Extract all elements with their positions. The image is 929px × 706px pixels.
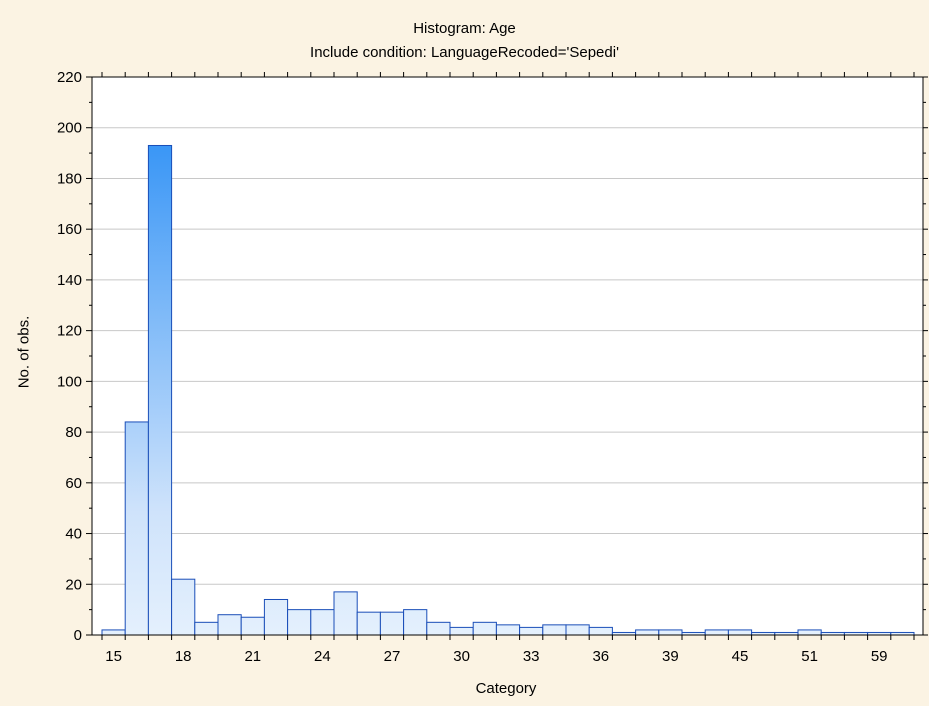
x-tick-label: 30 <box>453 648 470 665</box>
histogram-bar <box>263 598 289 636</box>
histogram-bar <box>379 611 405 636</box>
x-tick-label: 27 <box>384 648 401 665</box>
histogram-bar <box>635 629 660 636</box>
y-tick-label: 60 <box>65 475 82 492</box>
x-tick-label: 24 <box>314 648 331 665</box>
chart-subtitle: Include condition: LanguageRecoded='Sepe… <box>310 44 619 61</box>
y-tick-label: 20 <box>65 576 82 593</box>
y-tick-label: 180 <box>57 170 82 187</box>
histogram-bar <box>310 609 335 636</box>
x-tick-label: 59 <box>871 648 888 665</box>
plot-area <box>92 77 923 635</box>
x-tick-label: 33 <box>523 648 540 665</box>
histogram-bar <box>472 621 497 636</box>
x-tick-label: 15 <box>105 648 122 665</box>
histogram-bar <box>426 621 451 636</box>
histogram-bar <box>333 591 358 636</box>
x-axis-label: Category <box>475 680 537 697</box>
y-tick-label: 80 <box>65 424 82 441</box>
histogram-bar <box>704 629 729 636</box>
y-tick-label: 0 <box>74 627 82 644</box>
histogram-bar <box>240 616 265 636</box>
histogram-bar <box>194 621 219 636</box>
histogram-bar <box>495 624 521 636</box>
histogram-bar <box>356 611 381 636</box>
histogram-bar <box>658 629 683 636</box>
x-tick-label: 39 <box>662 648 679 665</box>
y-tick-label: 100 <box>57 373 82 390</box>
x-tick-label: 51 <box>801 648 818 665</box>
histogram-bar <box>797 629 822 636</box>
histogram-bar <box>147 144 173 636</box>
histogram-bar <box>449 626 474 636</box>
y-tick-label: 200 <box>57 120 82 137</box>
x-tick-label: 36 <box>592 648 609 665</box>
histogram-bar <box>519 626 544 636</box>
x-tick-label: 18 <box>175 648 192 665</box>
histogram-bar <box>101 629 126 636</box>
chart-title: Histogram: Age <box>413 20 516 37</box>
y-tick-label: 220 <box>57 69 82 86</box>
histogram-bar <box>727 629 753 636</box>
histogram-bar <box>588 626 613 636</box>
histogram-bar <box>217 614 242 636</box>
y-tick-label: 120 <box>57 323 82 340</box>
y-tick-label: 160 <box>57 221 82 238</box>
histogram-bar <box>542 624 567 636</box>
histogram-bar <box>565 624 590 636</box>
histogram-bar <box>403 609 428 636</box>
histogram-bar <box>287 609 312 636</box>
y-tick-label: 140 <box>57 272 82 289</box>
histogram-bar <box>124 421 149 636</box>
histogram-bar <box>171 578 196 636</box>
y-tick-label: 40 <box>65 526 82 543</box>
x-tick-label: 21 <box>244 648 261 665</box>
plot-border <box>91 76 924 636</box>
x-tick-label: 45 <box>732 648 749 665</box>
